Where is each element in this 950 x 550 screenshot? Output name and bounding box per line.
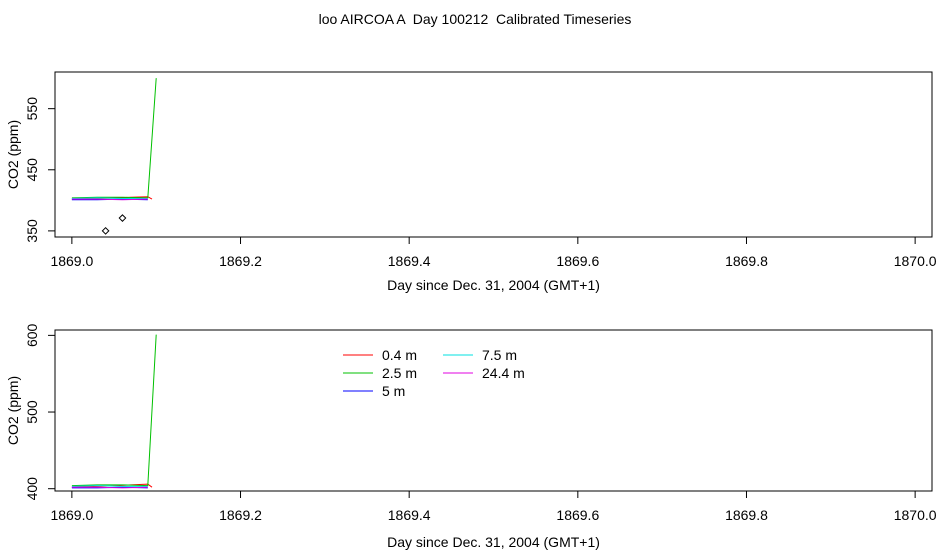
x-axis-label: Day since Dec. 31, 2004 (GMT+1): [387, 534, 600, 550]
chart-panel-1: 1869.0 1869.2 1869.4 1869.6 1869.8 1870.0 350 4…: [5, 71, 937, 293]
y-tick-label: 450: [24, 158, 40, 182]
legend-label: 2.5 m: [382, 365, 417, 381]
x-axis-label: Day since Dec. 31, 2004 (GMT+1): [387, 277, 600, 293]
y-axis-label: CO2 (ppm): [5, 376, 21, 445]
y-tick-label: 350: [24, 219, 40, 243]
x-tick-label: 1869.6: [556, 253, 599, 269]
x-tick-label: 1869.4: [388, 253, 431, 269]
y-tick-label: 600: [24, 323, 40, 347]
y-tick-label: 500: [24, 400, 40, 424]
page-title: loo AIRCOA A Day 100212 Calibrated Times…: [318, 11, 632, 27]
x-tick-label: 1869.0: [50, 507, 93, 523]
x-tick-label: 1869.2: [219, 253, 262, 269]
x-tick-label: 1870.0: [894, 507, 937, 523]
series-line-2-5-m: [71, 78, 157, 199]
y-tick-label: 400: [24, 477, 40, 501]
series-line-2-5-m: [71, 334, 157, 487]
plot-frame: [54, 329, 933, 492]
x-tick-label: 1869.2: [219, 507, 262, 523]
data-point: [101, 226, 110, 235]
y-tick-label: 550: [24, 97, 40, 121]
x-tick-label: 1870.0: [894, 253, 937, 269]
legend-label: 5 m: [382, 383, 405, 399]
plot-frame: [54, 71, 933, 238]
series-line-7-5-m: [71, 197, 148, 199]
legend-label: 24.4 m: [482, 365, 525, 381]
x-tick-label: 1869.8: [725, 253, 768, 269]
legend-label: 0.4 m: [382, 347, 417, 363]
y-axis-label: CO2 (ppm): [5, 120, 21, 189]
data-point: [118, 214, 127, 222]
legend: 0.4 m 2.5 m 5 m 7.5 m 24.4 m: [343, 347, 525, 399]
series-line-24-4-m: [71, 486, 148, 489]
data-layer: [71, 78, 157, 235]
x-tick-label: 1869.8: [725, 507, 768, 523]
x-tick-label: 1869.4: [388, 507, 431, 523]
chart-panel-2: 1869.0 1869.2 1869.4 1869.6 1869.8 1870.0 400 5…: [5, 323, 937, 550]
series-line-24-4-m: [71, 198, 148, 201]
series-line-7-5-m: [71, 485, 148, 487]
x-tick-label: 1869.0: [50, 253, 93, 269]
x-tick-label: 1869.6: [556, 507, 599, 523]
data-layer: [71, 334, 157, 489]
legend-label: 7.5 m: [482, 347, 517, 363]
